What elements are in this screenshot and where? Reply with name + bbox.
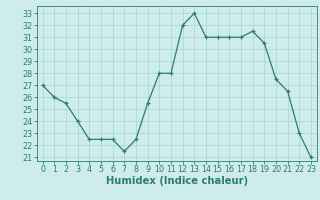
X-axis label: Humidex (Indice chaleur): Humidex (Indice chaleur) xyxy=(106,176,248,186)
